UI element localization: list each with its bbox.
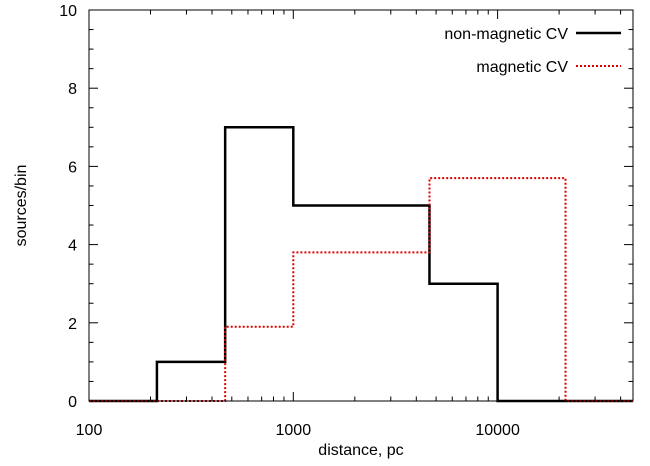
y-tick-label: 0 [68, 394, 77, 411]
series-layer [89, 126, 633, 403]
x-tick-label: 1000 [276, 422, 312, 439]
tick-labels: 100 1000 10000 0 2 4 6 8 10 [59, 3, 520, 439]
legend-label-non-magnetic-cv: non-magnetic CV [444, 26, 568, 43]
y-tick-label: 8 [68, 81, 77, 98]
series-non-magnetic-cv [89, 126, 633, 403]
legend: non-magnetic CV magnetic CV [444, 26, 621, 76]
y-tick-label: 6 [68, 159, 77, 176]
y-tick-label: 10 [59, 3, 77, 20]
series-magnetic-cv [89, 177, 633, 402]
y-tick-label: 4 [68, 238, 77, 255]
y-axis-label: sources/bin [13, 165, 30, 247]
x-tick-label: 100 [76, 422, 103, 439]
ticks-layer [88, 9, 633, 402]
x-axis-label: distance, pc [318, 442, 403, 459]
legend-label-magnetic-cv: magnetic CV [476, 59, 568, 76]
x-tick-label: 10000 [475, 422, 520, 439]
y-tick-label: 2 [68, 316, 77, 333]
